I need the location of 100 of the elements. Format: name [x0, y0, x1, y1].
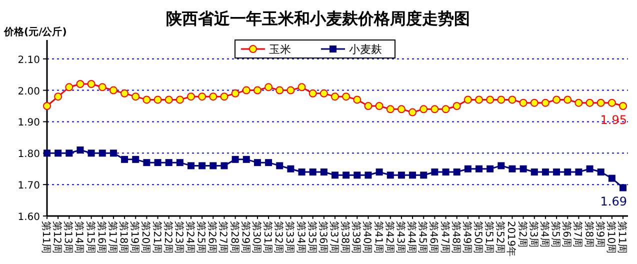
- x-tick-label: 第43周: [394, 221, 406, 254]
- point: [364, 172, 372, 179]
- x-tick-label: 第17周: [106, 221, 118, 254]
- x-tick-label: 第25周: [195, 221, 208, 254]
- point: [132, 92, 140, 101]
- point: [198, 162, 206, 170]
- y-tick-label: 1.80: [18, 149, 40, 160]
- point: [486, 165, 494, 172]
- point: [287, 165, 294, 172]
- x-tick-label: 第8周: [582, 221, 595, 248]
- point: [98, 150, 106, 157]
- point: [453, 168, 460, 176]
- x-tick-label: 2019年: [505, 221, 518, 256]
- point: [442, 168, 450, 176]
- point: [420, 105, 428, 114]
- x-tick-label: 第18周: [118, 221, 130, 254]
- point: [54, 92, 62, 101]
- x-tick-label: 第6周: [560, 221, 573, 248]
- point: [331, 92, 339, 101]
- point: [408, 108, 417, 116]
- x-tick-label: 第29周: [239, 221, 252, 254]
- point: [364, 102, 372, 110]
- x-tick-label: 第30周: [250, 221, 262, 254]
- x-tick-label: 第35周: [306, 221, 318, 254]
- x-tick-label: 第7周: [572, 221, 584, 248]
- point: [497, 96, 506, 104]
- x-tick-label: 第27周: [217, 221, 230, 254]
- point: [420, 172, 428, 179]
- point: [309, 168, 316, 176]
- point: [519, 98, 528, 107]
- x-tick-label: 第32周: [272, 221, 285, 254]
- point: [596, 98, 605, 107]
- point: [542, 168, 549, 176]
- point: [188, 162, 194, 170]
- x-tick-label: 第47周: [438, 221, 451, 254]
- point: [320, 168, 328, 176]
- point: [608, 174, 616, 182]
- point: [464, 165, 472, 172]
- point: [586, 165, 594, 172]
- point: [242, 156, 250, 163]
- point: [476, 165, 482, 172]
- x-tick-label: 第16周: [95, 221, 108, 254]
- point: [54, 150, 62, 157]
- point: [66, 150, 73, 157]
- data-label: 1.69: [600, 194, 627, 209]
- point: [320, 89, 328, 98]
- point: [386, 172, 394, 179]
- point: [308, 89, 317, 98]
- x-tick-label: 第2周: [516, 221, 528, 248]
- point: [254, 159, 261, 166]
- x-tick-label: 第38周: [339, 221, 352, 254]
- point: [619, 102, 627, 110]
- x-tick-label: 第3周: [527, 221, 540, 248]
- point: [597, 168, 604, 176]
- point: [276, 86, 284, 94]
- point: [498, 162, 505, 170]
- point: [44, 150, 50, 157]
- point: [486, 96, 494, 104]
- point: [475, 96, 483, 104]
- point: [142, 96, 151, 104]
- point: [88, 150, 95, 157]
- point: [564, 96, 572, 104]
- y-tick-label: 1.60: [18, 212, 40, 223]
- point: [187, 92, 195, 101]
- point: [253, 86, 262, 94]
- point: [553, 168, 560, 176]
- point: [132, 156, 140, 163]
- point: [530, 168, 538, 176]
- point: [265, 159, 272, 166]
- y-tick-label: 2.10: [18, 54, 40, 66]
- x-tick-label: 第44周: [406, 221, 418, 254]
- point: [76, 80, 84, 88]
- x-tick-label: 第13周: [62, 221, 74, 254]
- point: [620, 184, 626, 192]
- point: [87, 80, 96, 88]
- point: [298, 83, 306, 92]
- point: [154, 96, 162, 104]
- point: [298, 168, 306, 176]
- x-tick-label: 第37周: [328, 221, 340, 254]
- point: [464, 96, 472, 104]
- point: [608, 98, 616, 107]
- x-tick-label: 第4周: [538, 221, 550, 248]
- x-tick-label: 第49周: [460, 221, 473, 254]
- point: [409, 172, 416, 179]
- point: [143, 159, 150, 166]
- x-tick-label: 第42周: [383, 221, 396, 254]
- point: [586, 98, 594, 107]
- x-tick-label: 第48周: [450, 221, 462, 254]
- point: [286, 86, 295, 94]
- x-tick-label: 第11周: [40, 221, 52, 254]
- point: [564, 168, 572, 176]
- point: [232, 156, 239, 163]
- point: [110, 150, 117, 157]
- x-tick-label: 第26周: [206, 221, 218, 254]
- x-tick-label: 第34周: [294, 221, 307, 254]
- x-tick-label: 第9周: [594, 221, 606, 248]
- point: [452, 102, 461, 110]
- point: [376, 168, 383, 176]
- point: [198, 92, 206, 101]
- data-label: 1.95: [600, 113, 627, 127]
